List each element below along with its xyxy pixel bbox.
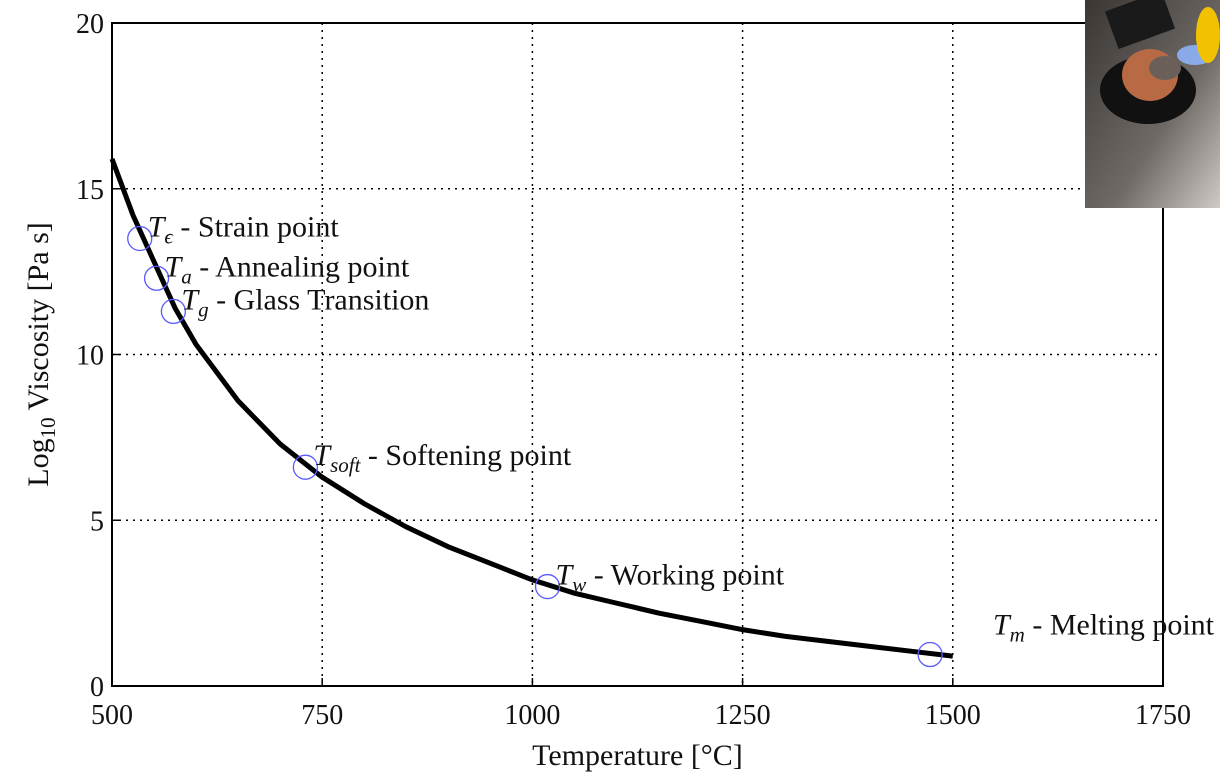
x-tick-label: 1500 xyxy=(925,700,981,731)
photo-inset xyxy=(1085,0,1220,208)
annotation: Tm - Melting point xyxy=(993,609,1215,647)
x-tick-label: 1000 xyxy=(504,700,560,731)
annotation: Tw - Working point xyxy=(556,559,785,597)
annotation-text: - Glass Transition xyxy=(209,283,430,316)
y-axis-label-sub: 10 xyxy=(36,417,60,438)
annotation: Tϵ - Strain point xyxy=(148,210,340,248)
y-axis-label-main: Log xyxy=(22,438,55,486)
y-tick-label: 20 xyxy=(76,9,104,40)
annotation-text: - Strain point xyxy=(173,210,339,243)
y-axis-label: Log10 Viscosity [Pa s] xyxy=(22,222,60,486)
x-tick-label: 500 xyxy=(91,700,133,731)
annotation-text: - Softening point xyxy=(360,439,571,472)
x-tick-label: 1250 xyxy=(715,700,771,731)
photo-yellow xyxy=(1196,7,1220,63)
annotation-subscript: m xyxy=(1010,623,1025,647)
annotation-text: - Annealing point xyxy=(192,250,410,283)
x-tick-label: 1750 xyxy=(1135,700,1191,731)
annotation-subscript: soft xyxy=(330,453,362,477)
y-tick-label: 10 xyxy=(76,341,104,372)
x-tick-label: 750 xyxy=(301,700,343,731)
x-axis-label: Temperature [°C] xyxy=(532,739,743,772)
y-tick-label: 15 xyxy=(76,175,104,206)
y-tick-label: 5 xyxy=(90,506,104,537)
axes: 500 750 1000 1250 1500 1750 0 5 10 15 20 Tϵ - Strai… xyxy=(22,9,1215,772)
annotation-subscript: g xyxy=(198,297,209,321)
chart: 500 750 1000 1250 1500 1750 0 5 10 15 20 Tϵ - Strai… xyxy=(0,0,1220,775)
annotation: Tsoft - Softening point xyxy=(313,439,572,477)
annotation: Tg - Glass Transition xyxy=(181,283,429,321)
annotation-text: - Melting point xyxy=(1025,609,1215,642)
y-tick-label: 0 xyxy=(90,672,104,703)
annotation-text: - Working point xyxy=(586,559,785,592)
annotation-subscript: w xyxy=(572,573,586,597)
y-axis-label-rest: Viscosity [Pa s] xyxy=(22,222,55,417)
photo-nozzle xyxy=(1149,56,1181,80)
